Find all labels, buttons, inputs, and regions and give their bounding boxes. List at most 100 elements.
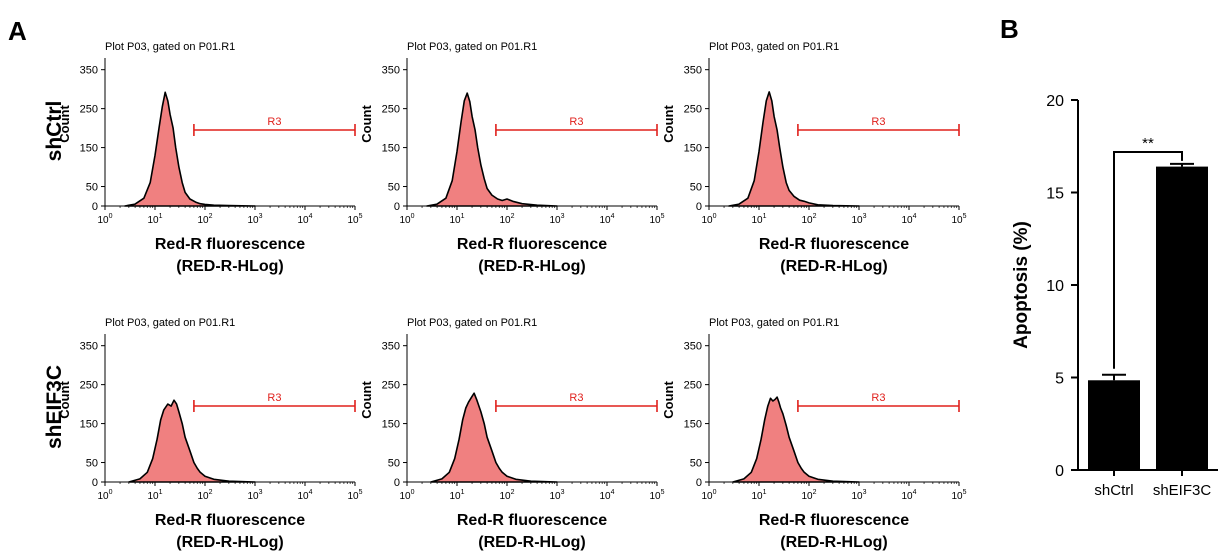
- hist-sheif3c-2-title: Plot P03, gated on P01.R1: [407, 317, 537, 329]
- hist-shctrl-2: Plot P03, gated on P01.R1 0 50 150 250 350 100…: [359, 41, 665, 275]
- hist-shctrl-1-xlabel-line1: Red-R fluorescence: [155, 236, 305, 253]
- hist-sheif3c-3-xlabel-line1: Red-R fluorescence: [759, 512, 909, 529]
- bar-ylabel: Apoptosis (%): [1011, 221, 1032, 349]
- hist-sheif3c-2-xtick-label-5: 105: [649, 489, 664, 502]
- hist-sheif3c-1-ytick-label-0: 0: [92, 477, 98, 489]
- hist-sheif3c-3-ytick-label-250: 250: [684, 380, 702, 392]
- hist-shctrl-3: Plot P03, gated on P01.R1 0 50 150 250 350 100…: [661, 41, 967, 275]
- hist-shctrl-1-xtick-label-2: 102: [197, 213, 212, 226]
- bar-ytick-label-20: 20: [1046, 93, 1064, 110]
- hist-sheif3c-3-title: Plot P03, gated on P01.R1: [709, 317, 839, 329]
- hist-sheif3c-1-xtick-label-5: 105: [347, 489, 362, 502]
- hist-sheif3c-2-xlabel-line2: (RED-R-HLog): [478, 534, 586, 551]
- panel-label-b: B: [1000, 14, 1019, 44]
- hist-shctrl-3-xtick-label-1: 101: [751, 213, 766, 226]
- hist-sheif3c-2-ytick-label-50: 50: [388, 458, 400, 470]
- hist-shctrl-3-xlabel-line1: Red-R fluorescence: [759, 236, 909, 253]
- hist-shctrl-2-title: Plot P03, gated on P01.R1: [407, 41, 537, 53]
- hist-shctrl-3-xtick-label-4: 104: [901, 213, 916, 226]
- hist-sheif3c-3-ylabel: Count: [661, 381, 676, 419]
- row-label-sheif3c: shEIF3C: [43, 365, 66, 449]
- hist-sheif3c-3-xtick-label-2: 102: [801, 489, 816, 502]
- bar-ytick-label-15: 15: [1046, 186, 1064, 203]
- hist-shctrl-3-gate-label: R3: [871, 116, 885, 128]
- hist-sheif3c-3-histogram: [732, 396, 860, 483]
- hist-sheif3c-2-xtick-label-4: 104: [599, 489, 614, 502]
- hist-sheif3c-3-gate-label: R3: [871, 392, 885, 404]
- bar-category-label-shEIF3C: shEIF3C: [1153, 482, 1212, 499]
- hist-sheif3c-2-ytick-label-350: 350: [382, 341, 400, 353]
- hist-sheif3c-2-histogram: [430, 392, 558, 483]
- hist-sheif3c-3-xtick-label-0: 100: [701, 489, 716, 502]
- hist-shctrl-1-xtick-label-3: 103: [247, 213, 262, 226]
- hist-shctrl-2-xtick-label-4: 104: [599, 213, 614, 226]
- hist-sheif3c-1-xlabel-line1: Red-R fluorescence: [155, 512, 305, 529]
- hist-shctrl-1-xtick-label-4: 104: [297, 213, 312, 226]
- hist-sheif3c-2-ylabel: Count: [359, 381, 374, 419]
- bar-ytick-label-0: 0: [1055, 463, 1064, 480]
- hist-sheif3c-3-ytick-label-350: 350: [684, 341, 702, 353]
- hist-sheif3c-2-ytick-label-250: 250: [382, 380, 400, 392]
- hist-sheif3c-1-xtick-label-2: 102: [197, 489, 212, 502]
- bar-category-label-shCtrl: shCtrl: [1094, 482, 1133, 499]
- hist-shctrl-1-ytick-label-350: 350: [80, 65, 98, 77]
- hist-sheif3c-1-title: Plot P03, gated on P01.R1: [105, 317, 235, 329]
- hist-shctrl-3-ytick-label-50: 50: [690, 182, 702, 194]
- bar-shCtrl: [1088, 380, 1140, 470]
- hist-sheif3c-1-xtick-label-0: 100: [97, 489, 112, 502]
- hist-shctrl-3-xtick-label-5: 105: [951, 213, 966, 226]
- hist-shctrl-2-ytick-label-0: 0: [394, 201, 400, 213]
- hist-shctrl-2-xtick-label-5: 105: [649, 213, 664, 226]
- hist-shctrl-3-ytick-label-250: 250: [684, 104, 702, 116]
- hist-sheif3c-1-histogram: [128, 399, 256, 483]
- hist-sheif3c-3-xlabel-line2: (RED-R-HLog): [780, 534, 888, 551]
- hist-shctrl-1-title: Plot P03, gated on P01.R1: [105, 41, 235, 53]
- hist-shctrl-3-xtick-label-2: 102: [801, 213, 816, 226]
- hist-shctrl-1-xlabel-line2: (RED-R-HLog): [176, 258, 284, 275]
- hist-shctrl-1-xtick-label-1: 101: [147, 213, 162, 226]
- hist-shctrl-2-ylabel: Count: [359, 105, 374, 143]
- hist-sheif3c-3-xtick-label-3: 103: [851, 489, 866, 502]
- hist-sheif3c-3-xtick-label-4: 104: [901, 489, 916, 502]
- hist-sheif3c-2-xlabel-line1: Red-R fluorescence: [457, 512, 607, 529]
- hist-shctrl-1-ylabel: Count: [57, 105, 72, 143]
- bar-ytick-label-10: 10: [1046, 278, 1064, 295]
- hist-sheif3c-1-xtick-label-4: 104: [297, 489, 312, 502]
- hist-sheif3c-3-ytick-label-0: 0: [696, 477, 702, 489]
- hist-sheif3c-2-gate-label: R3: [569, 392, 583, 404]
- hist-shctrl-2-ytick-label-50: 50: [388, 182, 400, 194]
- hist-shctrl-3-xtick-label-0: 100: [701, 213, 716, 226]
- hist-sheif3c-1-xlabel-line2: (RED-R-HLog): [176, 534, 284, 551]
- hist-sheif3c-2-xtick-label-2: 102: [499, 489, 514, 502]
- hist-sheif3c-2: Plot P03, gated on P01.R1 0 50 150 250 350 100…: [359, 317, 665, 551]
- hist-shctrl-1-ytick-label-0: 0: [92, 201, 98, 213]
- hist-shctrl-3-title: Plot P03, gated on P01.R1: [709, 41, 839, 53]
- hist-shctrl-2-xtick-label-1: 101: [449, 213, 464, 226]
- hist-sheif3c-1-ytick-label-150: 150: [80, 419, 98, 431]
- hist-shctrl-2-xtick-label-2: 102: [499, 213, 514, 226]
- hist-sheif3c-3-xtick-label-5: 105: [951, 489, 966, 502]
- hist-shctrl-2-xlabel-line2: (RED-R-HLog): [478, 258, 586, 275]
- hist-shctrl-2-xtick-label-3: 103: [549, 213, 564, 226]
- hist-shctrl-1-xtick-label-5: 105: [347, 213, 362, 226]
- panel-label-a: A: [8, 16, 27, 46]
- hist-shctrl-1-ytick-label-150: 150: [80, 143, 98, 155]
- hist-shctrl-3-ylabel: Count: [661, 105, 676, 143]
- hist-sheif3c-2-xtick-label-0: 100: [399, 489, 414, 502]
- apoptosis-bar-chart: 0 5 10 15 20 Apoptosis (%) shCtrl shEIF3C **: [1011, 93, 1218, 499]
- hist-sheif3c-3-ytick-label-50: 50: [690, 458, 702, 470]
- significance-marker: **: [1142, 135, 1154, 152]
- hist-sheif3c-1-gate-label: R3: [267, 392, 281, 404]
- hist-sheif3c-1-ytick-label-350: 350: [80, 341, 98, 353]
- hist-sheif3c-1-ytick-label-250: 250: [80, 380, 98, 392]
- hist-shctrl-3-xlabel-line2: (RED-R-HLog): [780, 258, 888, 275]
- hist-shctrl-2-xlabel-line1: Red-R fluorescence: [457, 236, 607, 253]
- hist-shctrl-2-xtick-label-0: 100: [399, 213, 414, 226]
- hist-shctrl-3-xtick-label-3: 103: [851, 213, 866, 226]
- hist-shctrl-3-ytick-label-0: 0: [696, 201, 702, 213]
- hist-shctrl-2-ytick-label-150: 150: [382, 143, 400, 155]
- hist-shctrl-1-histogram: [124, 91, 256, 207]
- significance-bracket: [1113, 151, 1183, 369]
- bar-ytick-label-5: 5: [1055, 371, 1064, 388]
